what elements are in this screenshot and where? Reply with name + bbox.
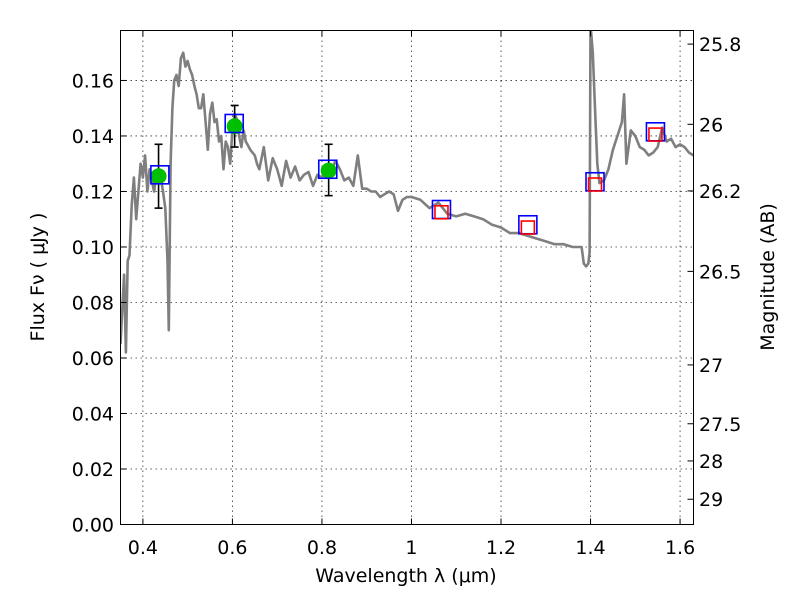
mag-tick-label: 27 [699, 355, 723, 377]
x-tick-label: 0.8 [307, 537, 337, 559]
mag-tick-label: 27.5 [699, 414, 741, 436]
sed-line [120, 30, 694, 354]
y2-axis-label: Magnitude (AB) [757, 203, 779, 351]
x-axis-label: Wavelength λ (μm) [315, 565, 496, 587]
axis-ticks [120, 30, 694, 525]
upper-limit-square [648, 127, 663, 142]
upper-limit-square [587, 177, 603, 192]
y-tick-label: 0.16 [72, 70, 114, 92]
model-photometry-square [317, 159, 338, 180]
x-tick-label: 0.4 [128, 537, 158, 559]
plot-frame [120, 30, 694, 525]
mag-tick-label: 26.2 [699, 181, 741, 203]
y-tick-label: 0.02 [72, 459, 114, 481]
x-tick-label: 1.6 [665, 537, 695, 559]
x-tick-label: 1 [405, 537, 417, 559]
model-photometry-square [224, 113, 245, 134]
y-tick-label: 0.00 [72, 515, 114, 537]
x-tick-label: 1.4 [575, 537, 605, 559]
observed-point [150, 168, 167, 185]
mag-tick-label: 26 [699, 114, 723, 136]
y-tick-label: 0.04 [72, 403, 114, 425]
upper-limit-square [520, 220, 536, 235]
tick-labels: 0.4 0.6 0.8 1 1.2 1.4 1.6 0.00 0.02 0.04 0.06 0.08 0… [72, 34, 742, 559]
x-tick-label: 0.6 [217, 537, 247, 559]
upper-limit-square [434, 204, 449, 220]
mag-tick-label: 29 [699, 489, 723, 511]
y-tick-label: 0.06 [72, 348, 114, 370]
photometry-points [150, 104, 666, 235]
observed-point [320, 162, 337, 179]
y-tick-label: 0.12 [72, 181, 114, 203]
y-axis-label: Flux Fν ( μJy ) [27, 213, 49, 342]
x-tick-label: 1.2 [486, 537, 516, 559]
observed-point [226, 118, 243, 135]
y-tick-label: 0.08 [72, 292, 114, 314]
y-tick-label: 0.14 [72, 126, 114, 148]
mag-tick-label: 28 [699, 451, 723, 473]
sed-model-curve [120, 30, 694, 354]
model-photometry-square [150, 165, 170, 185]
y-tick-label: 0.10 [72, 237, 114, 259]
mag-tick-label: 26.5 [699, 261, 741, 283]
grid [120, 30, 694, 525]
mag-tick-label: 25.8 [699, 34, 741, 56]
